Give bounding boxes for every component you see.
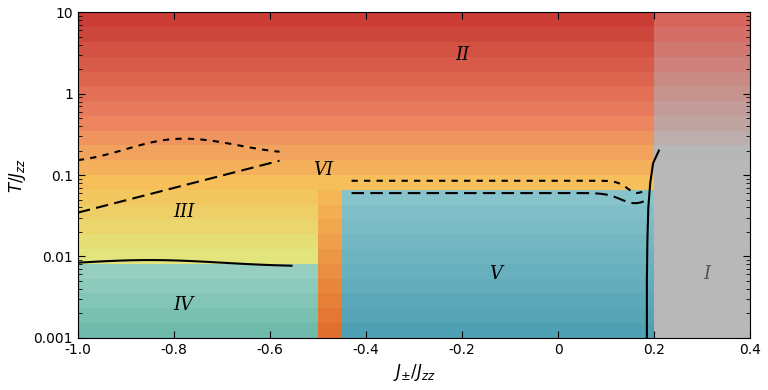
Y-axis label: $T/J_{zz}$: $T/J_{zz}$: [7, 158, 28, 193]
Text: I: I: [703, 265, 710, 284]
Text: V: V: [489, 265, 502, 284]
Text: II: II: [455, 46, 469, 64]
X-axis label: $J_{\pm}/J_{zz}$: $J_{\pm}/J_{zz}$: [392, 362, 435, 383]
Text: VI: VI: [313, 161, 333, 179]
Text: III: III: [173, 203, 194, 221]
Text: IV: IV: [174, 296, 194, 314]
